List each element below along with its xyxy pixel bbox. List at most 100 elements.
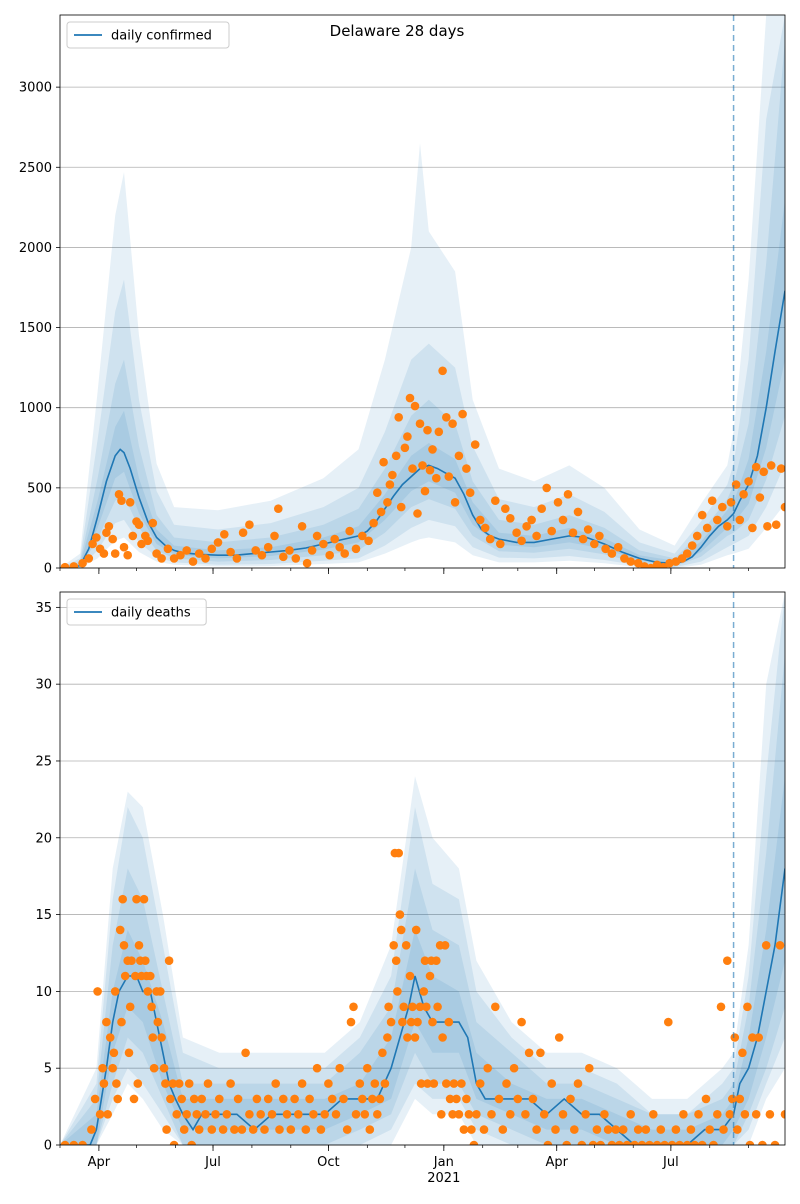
observed-point xyxy=(364,536,373,546)
observed-point xyxy=(554,1033,564,1042)
observed-point xyxy=(422,1002,431,1012)
observed-point xyxy=(640,562,649,568)
observed-point xyxy=(448,1110,457,1119)
observed-point xyxy=(553,498,563,507)
plot-frame xyxy=(59,591,786,1146)
observed-point xyxy=(117,1017,126,1027)
observed-point xyxy=(723,956,732,965)
observed-point xyxy=(480,523,490,533)
legend-box xyxy=(66,598,207,626)
observed-point xyxy=(527,515,536,525)
observed-point xyxy=(324,1079,333,1088)
observed-point xyxy=(384,1002,393,1012)
observed-point xyxy=(345,526,355,536)
observed-point xyxy=(780,502,785,512)
observed-point xyxy=(501,504,510,513)
observed-point xyxy=(743,1002,752,1012)
y-tick-label: 30 xyxy=(35,678,52,693)
observed-point xyxy=(517,1017,526,1027)
observed-point xyxy=(385,480,395,489)
observed-point xyxy=(573,507,583,517)
observed-point xyxy=(378,1048,387,1058)
observed-point xyxy=(601,544,610,554)
observed-point xyxy=(166,1094,175,1104)
observed-point xyxy=(472,1110,481,1119)
observed-point xyxy=(415,1002,425,1012)
observed-point xyxy=(440,941,450,950)
observed-point xyxy=(335,1063,345,1073)
observed-point xyxy=(458,409,467,419)
observed-point xyxy=(679,1110,688,1119)
observed-point xyxy=(411,925,421,935)
observed-point xyxy=(449,1079,459,1088)
observed-point xyxy=(454,1110,464,1119)
observed-point xyxy=(105,1033,115,1042)
observed-point xyxy=(692,531,702,541)
observed-point xyxy=(748,1033,757,1042)
observed-point xyxy=(491,1002,500,1012)
observed-point xyxy=(98,1063,107,1073)
observed-point xyxy=(506,514,515,523)
observed-point xyxy=(713,515,722,525)
observed-point xyxy=(275,1125,284,1134)
observed-point xyxy=(405,393,415,403)
y-tick-label: 15 xyxy=(35,908,52,923)
observed-point xyxy=(496,539,505,549)
observed-point xyxy=(442,413,451,422)
observed-point xyxy=(776,464,785,473)
y-tick-label: 0 xyxy=(44,1139,52,1154)
y-tick-label: 500 xyxy=(27,481,52,496)
observed-point xyxy=(558,1110,568,1119)
observed-point xyxy=(513,1094,523,1104)
observed-point xyxy=(730,1033,740,1042)
observed-point xyxy=(365,1125,375,1134)
observed-point xyxy=(687,541,697,550)
observed-point xyxy=(470,440,480,449)
observed-point xyxy=(660,1140,669,1145)
observed-point xyxy=(248,1125,258,1134)
observed-point xyxy=(420,486,430,496)
observed-point xyxy=(157,1033,166,1042)
observed-point xyxy=(543,1140,553,1145)
observed-point xyxy=(429,1079,439,1088)
observed-point xyxy=(187,1140,196,1145)
observed-point xyxy=(119,542,129,552)
observed-point xyxy=(444,472,454,481)
observed-point xyxy=(163,544,173,554)
observed-point xyxy=(416,1079,426,1088)
observed-point xyxy=(467,1125,476,1134)
observed-point xyxy=(339,1094,348,1104)
observed-point xyxy=(391,451,401,461)
observed-point xyxy=(297,522,307,531)
observed-point xyxy=(744,477,753,486)
observed-point xyxy=(433,1002,442,1012)
observed-point xyxy=(735,515,745,525)
observed-point xyxy=(775,941,785,950)
observed-point xyxy=(539,1110,549,1119)
y-tick-label: 5 xyxy=(44,1062,52,1077)
observed-point xyxy=(652,1140,662,1145)
observed-point xyxy=(102,1017,111,1027)
observed-point xyxy=(270,531,279,541)
observed-point xyxy=(425,465,435,475)
observed-point xyxy=(363,1063,372,1073)
observed-point xyxy=(577,1140,587,1145)
observed-point xyxy=(682,549,692,558)
observed-point xyxy=(428,445,437,454)
x-tick-label: Apr xyxy=(88,1155,111,1170)
observed-point xyxy=(738,1048,747,1058)
observed-point xyxy=(547,526,556,536)
observed-point xyxy=(330,534,340,544)
observed-point xyxy=(551,1125,560,1134)
observed-point xyxy=(176,550,185,560)
observed-point xyxy=(201,1110,210,1119)
observed-point xyxy=(99,549,109,558)
observed-point xyxy=(656,1125,666,1134)
observed-point xyxy=(719,1125,728,1134)
observed-point xyxy=(405,971,415,981)
observed-point xyxy=(245,520,254,529)
observed-point xyxy=(394,413,404,422)
observed-point xyxy=(174,1079,184,1088)
observed-point xyxy=(588,1140,598,1145)
observed-point xyxy=(406,1017,416,1027)
